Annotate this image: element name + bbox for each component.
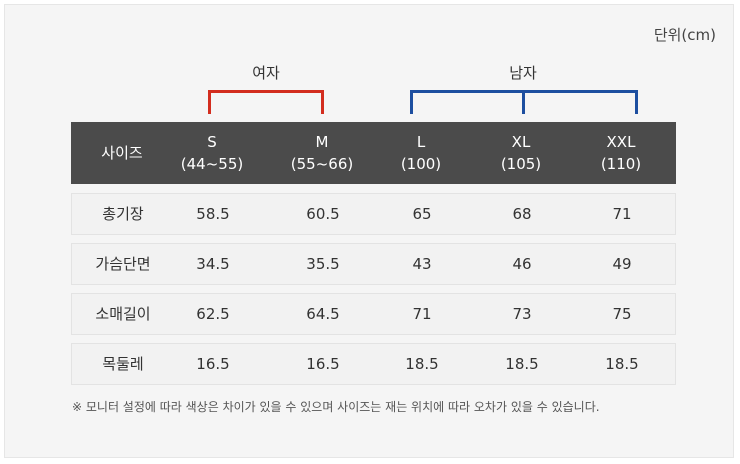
row-label: 소매길이 — [95, 305, 151, 323]
header-size-label-text: 사이즈 — [101, 144, 143, 162]
table-cell: 16.5 — [306, 355, 340, 373]
size-range: (55~66) — [290, 155, 354, 173]
table-row-sleeve-length: 소매길이 62.5 64.5 71 73 75 — [71, 293, 676, 335]
row-label: 목둘레 — [102, 355, 144, 373]
table-cell: 71 — [612, 205, 632, 223]
men-bracket-divider — [522, 90, 525, 114]
men-group-label: 남자 — [509, 64, 537, 82]
size-range: (100) — [400, 155, 442, 173]
table-cell: 16.5 — [196, 355, 230, 373]
table-cell: 62.5 — [196, 305, 230, 323]
table-cell: 60.5 — [306, 205, 340, 223]
table-cell: 64.5 — [306, 305, 340, 323]
size-range: (44~55) — [180, 155, 244, 173]
size-name: S — [207, 133, 217, 151]
size-name: XXL — [606, 133, 636, 151]
size-name: M — [315, 133, 329, 151]
header-size-l: L (100) — [401, 122, 441, 184]
table-cell: 43 — [412, 255, 432, 273]
row-label: 가슴단면 — [95, 255, 151, 273]
size-name: L — [416, 133, 426, 151]
table-cell: 49 — [612, 255, 632, 273]
table-cell: 18.5 — [405, 355, 439, 373]
table-cell: 65 — [412, 205, 432, 223]
table-cell: 46 — [512, 255, 532, 273]
table-cell: 35.5 — [306, 255, 340, 273]
women-bracket — [208, 90, 324, 114]
size-name: XL — [511, 133, 531, 151]
table-cell: 34.5 — [196, 255, 230, 273]
table-cell: 18.5 — [605, 355, 639, 373]
table-cell: 18.5 — [505, 355, 539, 373]
table-cell: 68 — [512, 205, 532, 223]
header-size-m: M (55~66) — [291, 122, 353, 184]
table-cell: 75 — [612, 305, 632, 323]
size-range: (110) — [600, 155, 642, 173]
header-size-label: 사이즈 — [101, 122, 142, 184]
table-row-total-length: 총기장 58.5 60.5 65 68 71 — [71, 193, 676, 235]
header-size-xl: XL (105) — [501, 122, 541, 184]
table-cell: 71 — [412, 305, 432, 323]
women-group-label: 여자 — [252, 64, 280, 82]
table-row-chest-width: 가슴단면 34.5 35.5 43 46 49 — [71, 243, 676, 285]
header-size-s: S (44~55) — [181, 122, 243, 184]
table-cell: 58.5 — [196, 205, 230, 223]
size-header-row: 사이즈 S (44~55) M (55~66) L (100) XL (105)… — [71, 122, 676, 184]
size-range: (105) — [500, 155, 542, 173]
table-cell: 73 — [512, 305, 532, 323]
unit-label: 단위(cm) — [653, 26, 716, 44]
row-label: 총기장 — [102, 205, 144, 223]
header-size-xxl: XXL (110) — [601, 122, 641, 184]
table-row-neck: 목둘레 16.5 16.5 18.5 18.5 18.5 — [71, 343, 676, 385]
disclaimer-note: ※ 모니터 설정에 따라 색상은 차이가 있을 수 있으며 사이즈는 재는 위치… — [72, 400, 600, 414]
